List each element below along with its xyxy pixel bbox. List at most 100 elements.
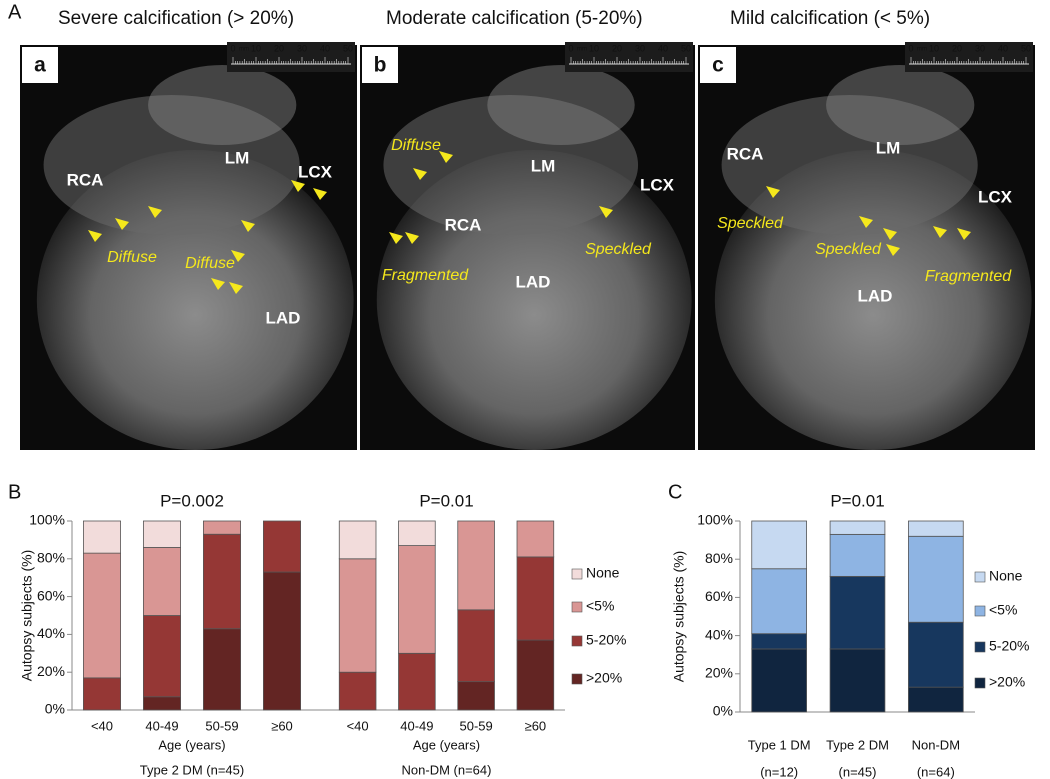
arrowhead [957,228,971,240]
scale-label: 40 [658,43,668,53]
bar-segment [516,556,555,641]
annotation: Fragmented [382,267,469,284]
x-tick-label: Non-DM [912,737,960,752]
x-axis-title: Age (years) [413,737,480,752]
chart-title: P=0.01 [830,491,884,510]
panel-letter-box [700,47,736,83]
bar-segment [398,545,436,654]
arrowhead [405,232,419,244]
bar-segment [202,520,241,535]
legend-label: None [989,568,1023,584]
arrowhead [413,168,427,180]
arrowhead [231,250,245,262]
arrowhead [886,244,900,256]
y-axis-title: Autopsy subjects (%) [671,551,687,683]
scale-label: 20 [612,43,622,53]
bar-segment [751,568,807,635]
legend-swatch [571,568,583,580]
x-tick-label: 50-59 [205,718,238,733]
bar-segment [751,633,807,650]
category-count: (n=64) [917,764,955,779]
scale-label: 30 [975,43,985,53]
bar-segment [457,609,495,683]
annotation: Diffuse [107,249,157,266]
arrowhead [88,230,102,242]
arrowhead [859,216,873,228]
panel-letter: b [374,54,387,77]
x-tick-label: 40-49 [145,718,178,733]
annotation: Fragmented [925,268,1012,285]
legend-swatch [571,635,583,647]
arrowhead [439,151,453,163]
legend-label: 5-20% [989,638,1029,654]
bar-segment [829,648,886,713]
annotation: RCA [445,215,482,234]
scale-bar [565,42,693,72]
scale-label: 30 [635,43,645,53]
arrowhead [883,228,897,240]
group-label: Non-DM (n=64) [402,762,492,777]
panel-label: B [8,481,21,503]
panel-letter-box [22,47,58,83]
annotation: LCX [640,175,675,194]
bar-segment [516,639,555,711]
arrowhead [229,282,243,294]
bar-segment [829,575,886,650]
panel-label: A [8,1,22,23]
bar-segment [908,520,964,537]
heart-shadow [487,65,635,145]
bar-segment [142,615,181,698]
legend-label: 5-20% [586,632,626,648]
bar-segment [142,547,181,616]
y-tick-label: 80% [705,550,733,566]
bar-segment [83,552,122,679]
x-tick-label: ≥60 [271,718,293,733]
y-tick-label: 80% [37,550,65,566]
bar-segment [262,520,301,573]
arrowhead [389,232,403,244]
annotation: RCA [727,144,764,163]
bar-segment [338,671,377,711]
arrowhead [599,206,613,218]
annotation: LAD [266,308,301,327]
bar-segment [829,520,886,535]
x-tick-label: <40 [91,718,113,733]
panel-letter-box [362,47,398,83]
x-axis-title: Age (years) [158,737,225,752]
legend-swatch [974,571,986,583]
bar-segment [516,520,555,558]
arrowhead [313,188,327,200]
bar-segment [751,648,807,713]
legend-label: <5% [989,602,1017,618]
scale-label: 50 [343,43,353,53]
heart-shadow [383,95,639,235]
bar-segment [142,520,181,548]
legend-label: >20% [989,674,1025,690]
annotation: Speckled [585,241,652,258]
arrowhead [148,206,162,218]
annotation: LM [225,148,250,167]
scale-label: 10 [251,43,261,53]
arrowhead [766,186,780,198]
bar-segment [457,520,495,611]
legend-label: <5% [586,598,614,614]
x-tick-label: 40-49 [400,718,433,733]
group-label: Type 2 DM (n=45) [140,762,244,777]
panel-letter: a [34,54,46,77]
panel-title: Severe calcification (> 20%) [58,8,294,29]
legend-swatch [974,641,986,653]
y-tick-label: 20% [37,663,65,679]
bar-segment [202,533,241,630]
x-tick-label: ≥60 [525,718,547,733]
bar-segment [338,558,377,673]
heart-shadow [721,95,978,235]
arrowhead [211,278,225,290]
annotation: LM [531,156,556,175]
scale-label: 0 [568,43,573,53]
scale-label: 10 [929,43,939,53]
bar-segment [83,520,122,554]
y-tick-label: 0% [713,703,733,719]
legend-swatch [974,677,986,689]
bar-segment [751,520,807,570]
